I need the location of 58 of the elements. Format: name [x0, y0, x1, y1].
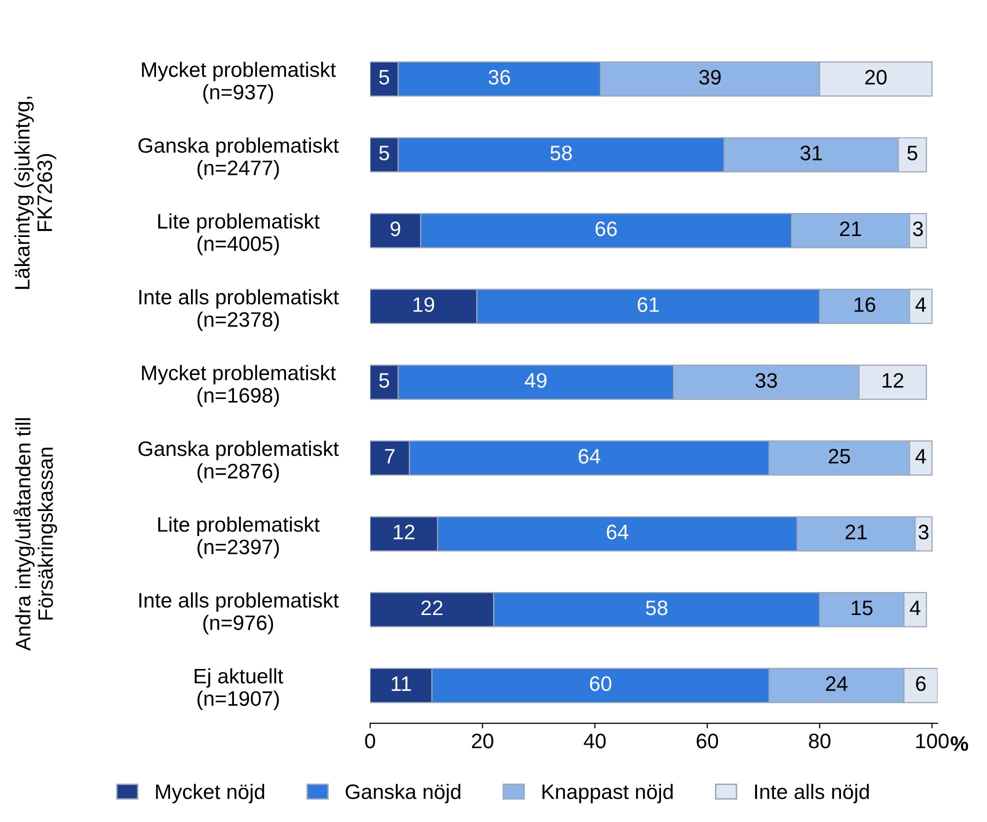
text: Andra intyg/utlåtanden till Försäkringskassan [14, 418, 58, 651]
data-label: 6 [916, 676, 926, 692]
data-label: 31 [800, 146, 822, 160]
data-label: 4 [910, 600, 920, 616]
x-tick-label: 20 [472, 734, 494, 748]
legend-label: Knappast nöjd [542, 784, 673, 804]
data-label: 19 [414, 297, 434, 312]
data-label: 9 [390, 221, 400, 236]
data-label: 39 [699, 70, 721, 85]
text: Läkarintyg (sjukintyg, FK7263) [14, 96, 56, 289]
data-label: 5 [907, 146, 918, 160]
x-tick-label: 80 [808, 734, 830, 748]
x-tick-label: 100 [916, 734, 949, 748]
y-tick-label: Lite problematiskt (n=2397) [158, 516, 320, 558]
x-tick-label: 0 [365, 734, 376, 748]
data-label: 58 [550, 146, 572, 160]
data-label: 3 [912, 221, 923, 236]
data-label: 24 [826, 676, 848, 691]
data-label: 20 [865, 70, 887, 85]
data-label: 21 [846, 524, 867, 540]
data-label: 49 [524, 373, 546, 388]
data-label: 60 [590, 676, 612, 692]
data-label: 58 [646, 600, 668, 616]
y-tick-label: Inte alls problematiskt (n=2378) [139, 289, 339, 332]
data-label: 12 [394, 524, 414, 540]
data-label: 4 [915, 449, 926, 464]
data-label: 61 [638, 297, 659, 312]
y-tick-label: Lite problematiskt (n=4005) [158, 213, 320, 256]
data-label: 5 [379, 70, 390, 85]
y-tick-label: Ej aktuellt (n=1907) [194, 668, 284, 710]
data-label: 36 [488, 70, 510, 85]
legend-label: Inte alls nöjd [755, 784, 869, 804]
legend-label: Ganska nöjd [346, 784, 460, 804]
data-label: 33 [755, 373, 777, 388]
data-label: 12 [882, 373, 904, 388]
data-label: 64 [578, 448, 600, 464]
data-label: 25 [828, 448, 850, 464]
data-label: 11 [392, 676, 411, 691]
data-label: 16 [854, 297, 876, 312]
data-label: 5 [379, 373, 390, 388]
x-axis-title: % [950, 736, 968, 751]
y-tick-label: Ganska problematiskt (n=2876) [138, 440, 339, 483]
y-tick-label: Mycket problematiskt (n=937) [142, 62, 336, 104]
y-tick-label: Inte alls problematiskt (n=976) [139, 592, 339, 634]
data-label: 4 [915, 297, 926, 312]
x-tick-label: 40 [584, 734, 606, 748]
data-label: 66 [596, 221, 617, 236]
data-label: 3 [918, 524, 928, 540]
legend-label: Mycket nöjd [156, 784, 264, 804]
data-label: 5 [379, 146, 390, 160]
y-tick-label: Ganska problematiskt (n=2477) [138, 138, 339, 180]
data-label: 7 [385, 449, 395, 464]
data-label: 22 [421, 600, 442, 616]
data-label: 15 [852, 600, 873, 616]
x-tick-label: 60 [696, 734, 718, 748]
data-label: 64 [606, 524, 628, 540]
data-label: 21 [840, 221, 862, 236]
y-tick-label: Mycket problematiskt (n=1698) [142, 364, 336, 407]
